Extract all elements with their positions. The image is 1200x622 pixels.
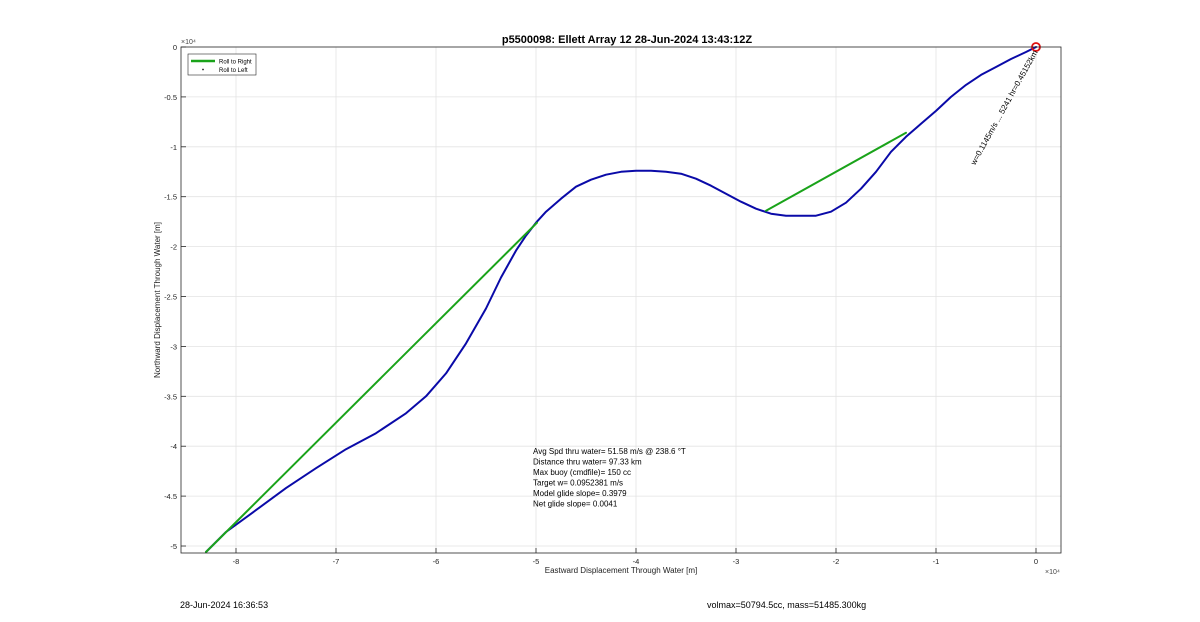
stats-line: Max buoy (cmdfile)= 150 cc xyxy=(533,468,631,477)
x-multiplier: ×10⁴ xyxy=(1045,569,1060,576)
x-tick-label: -2 xyxy=(833,557,840,566)
x-tick-label: -3 xyxy=(733,557,740,566)
y-tick-label: -0.5 xyxy=(164,93,177,102)
legend-label-roll-left: Roll to Left xyxy=(219,68,248,74)
y-multiplier: ×10⁴ xyxy=(181,39,196,46)
stats-line: Net glide slope= 0.0041 xyxy=(533,500,618,509)
footer-timestamp: 28-Jun-2024 16:36:53 xyxy=(180,600,269,610)
x-tick-label: -8 xyxy=(233,557,240,566)
legend-box xyxy=(187,53,257,76)
x-tick-label: -7 xyxy=(333,557,340,566)
series-track xyxy=(205,46,1037,553)
grid-lines xyxy=(181,46,1061,553)
y-tick-label: -4.5 xyxy=(164,492,177,501)
y-tick-label: -4 xyxy=(170,442,177,451)
y-tick-label: -1.5 xyxy=(164,193,177,202)
legend: Roll to Right Roll to Left xyxy=(187,53,257,76)
tick-labels: -8 -7 -6 -5 -4 -3 -2 -1 0 0 -0.5 -1 -1.5 -2 -2.5 -3 -3.5… xyxy=(164,43,1038,566)
legend-label-roll-right: Roll to Right xyxy=(219,60,252,66)
y-tick-label: -2 xyxy=(170,243,177,252)
x-tick-label: -4 xyxy=(633,557,640,566)
legend-swatch-roll-left xyxy=(202,68,204,71)
x-tick-label: -5 xyxy=(533,557,540,566)
chart-title: p5500098: Ellett Array 12 28-Jun-2024 13… xyxy=(502,34,753,46)
footer-stats: volmax=50794.5cc, mass=51485.300kg xyxy=(707,600,867,610)
stats-line: Distance thru water= 97.33 km xyxy=(533,458,642,467)
series-roll-to-right-1 xyxy=(205,221,538,553)
y-tick-label: -2.5 xyxy=(164,293,177,302)
y-axis-label: Northward Displacement Through Water [m] xyxy=(153,222,162,378)
x-tick-label: -6 xyxy=(433,557,440,566)
stats-line: Avg Spd thru water= 51.58 m/s @ 238.6 °T xyxy=(533,447,686,456)
stats-line: Model glide slope= 0.3979 xyxy=(533,489,627,498)
x-axis-label: Eastward Displacement Through Water [m] xyxy=(545,566,698,575)
y-tick-label: -3 xyxy=(170,342,177,351)
x-tick-label: -1 xyxy=(933,557,940,566)
y-tick-label: -5 xyxy=(170,542,177,551)
y-tick-label: -1 xyxy=(170,143,177,152)
y-tick-label: -3.5 xyxy=(164,392,177,401)
series-roll-to-right-2 xyxy=(765,131,907,212)
stats-line: Target w= 0.0952381 m/s xyxy=(533,479,623,488)
x-tick-label: 0 xyxy=(1034,557,1038,566)
stats-annotation: Avg Spd thru water= 51.58 m/s @ 238.6 °T… xyxy=(533,447,686,509)
y-tick-label: 0 xyxy=(173,43,177,52)
axes-frame xyxy=(180,46,1062,554)
